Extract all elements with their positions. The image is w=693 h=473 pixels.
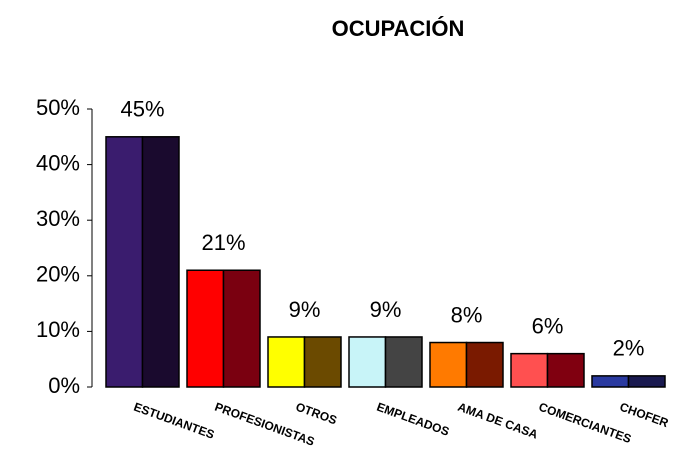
value-label: 8% xyxy=(451,302,483,327)
bar xyxy=(510,352,549,388)
y-tick-label: 10% xyxy=(36,317,80,342)
bar-side xyxy=(222,269,261,388)
value-label: 9% xyxy=(370,297,402,322)
bar-side xyxy=(384,336,423,388)
value-label: 21% xyxy=(201,230,245,255)
value-label: 6% xyxy=(532,313,564,338)
bar-side xyxy=(141,136,180,388)
x-tick-label: CHOFER xyxy=(618,400,671,431)
bar-side xyxy=(465,341,504,388)
bar xyxy=(591,375,630,388)
value-label: 45% xyxy=(120,97,164,122)
bar xyxy=(348,336,387,388)
bar xyxy=(429,341,468,388)
bar-side xyxy=(546,352,585,388)
y-tick-label: 30% xyxy=(36,206,80,231)
chart-title: OCUPACIÓN xyxy=(332,16,465,41)
value-label: 9% xyxy=(289,297,321,322)
y-tick-label: 40% xyxy=(36,150,80,175)
x-tick-label: EMPLEADOS xyxy=(375,400,451,439)
bar xyxy=(105,136,144,388)
y-tick-label: 20% xyxy=(36,262,80,287)
bar xyxy=(186,269,225,388)
bar-side xyxy=(627,375,666,388)
x-tick-label: OTROS xyxy=(294,400,339,428)
y-tick-label: 0% xyxy=(48,373,80,398)
value-label: 2% xyxy=(613,336,645,361)
y-tick-label: 50% xyxy=(36,95,80,120)
bar-side xyxy=(303,336,342,388)
x-tick-label: ESTUDIANTES xyxy=(132,400,216,442)
x-tick-label: COMERCIANTES xyxy=(537,400,633,446)
x-tick-label: AMA DE CASA xyxy=(456,400,540,442)
bar xyxy=(267,336,306,388)
